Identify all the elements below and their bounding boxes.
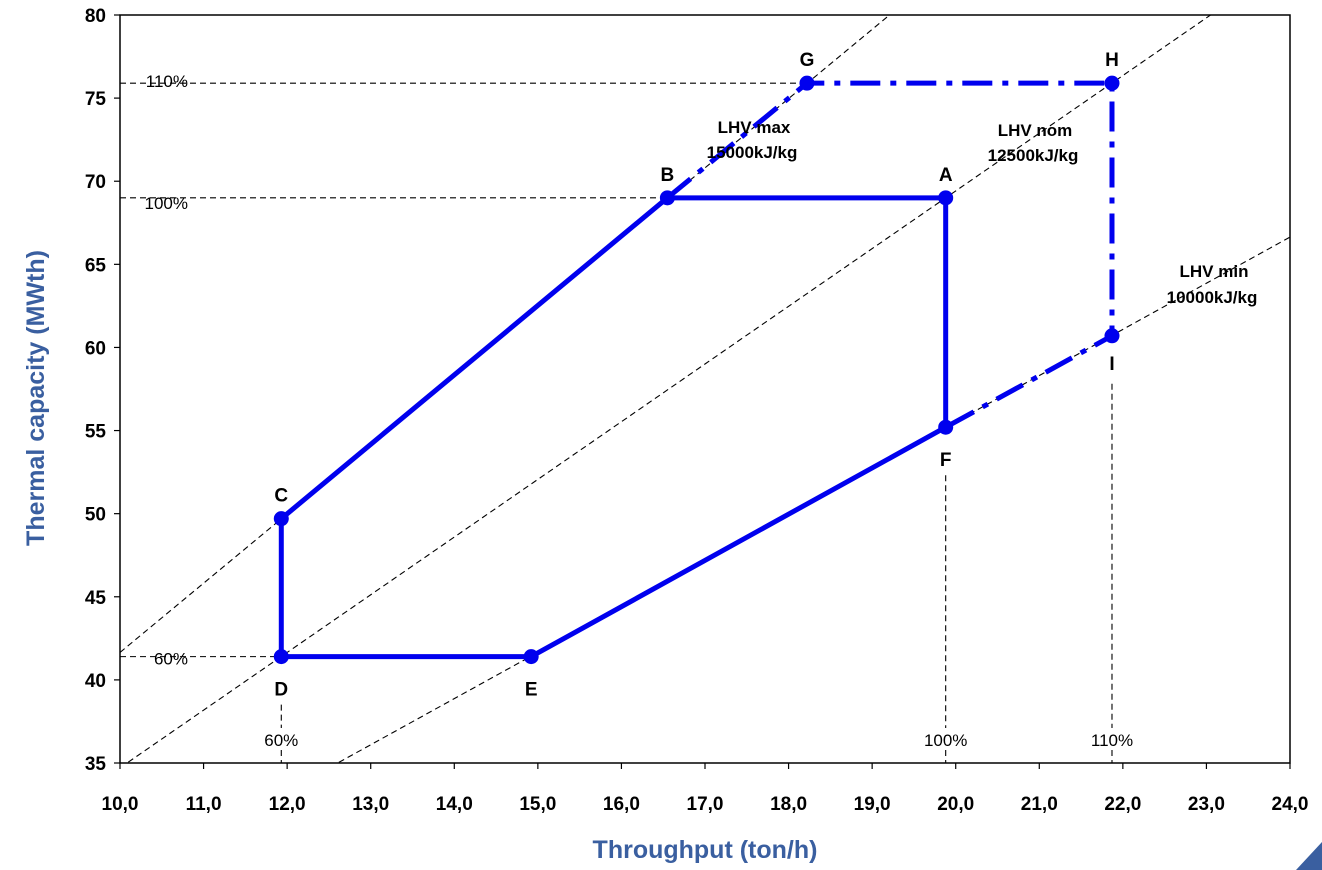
x-tick-label: 22,0 [1104, 794, 1141, 815]
y-tick-label: 70 [85, 172, 106, 193]
annotations: A B C D E F G H I LHV max 15000kJ/kg LHV nom 12500kJ… [274, 50, 1257, 700]
lhv-value-label: 12500kJ/kg [988, 146, 1079, 165]
point-markers [273, 75, 1120, 665]
y-tick-label: 35 [85, 754, 107, 775]
capacity-reference-label: 60% [154, 650, 188, 669]
x-tick-label: 14,0 [436, 794, 473, 815]
y-tick-label: 60 [85, 338, 106, 359]
lhv-line [120, 15, 891, 653]
x-tick-label: 13,0 [352, 794, 389, 815]
y-axis-title: Thermal capacity (MWth) [22, 250, 50, 546]
x-tick-label: 12,0 [269, 794, 306, 815]
x-tick-label: 19,0 [854, 794, 891, 815]
x-axis-ticks: 10,0 11,0 12,0 13,0 14,0 15,0 16,0 17,0 18,0 19,0… [102, 763, 1309, 815]
point-marker-g [799, 75, 815, 91]
capacity-reference-label: 100% [145, 194, 188, 213]
y-tick-label: 50 [85, 505, 106, 526]
point-label-e: E [525, 680, 538, 701]
point-marker-e [523, 649, 539, 665]
reference-lines: 110% 100% 60% 60% 100% 110% [120, 72, 1133, 763]
point-label-h: H [1105, 50, 1119, 71]
y-tick-label: 80 [85, 6, 106, 27]
y-tick-label: 75 [85, 89, 107, 110]
x-axis-title: Throughput (ton/h) [593, 836, 818, 864]
point-label-g: G [800, 50, 815, 71]
point-marker-f [938, 419, 954, 435]
plot-frame [119, 14, 1291, 764]
x-tick-label: 24,0 [1272, 794, 1309, 815]
point-marker-h [1104, 75, 1120, 91]
x-tick-label: 10,0 [102, 794, 139, 815]
lhv-value-label: 10000kJ/kg [1167, 288, 1258, 307]
x-tick-label: 23,0 [1188, 794, 1225, 815]
lhv-label: LHV max [718, 118, 791, 137]
point-label-b: B [661, 165, 675, 186]
lhv-label: LHV nom [998, 121, 1073, 140]
capacity-reference-label: 110% [146, 72, 188, 91]
point-marker-b [659, 190, 675, 206]
x-tick-label: 16,0 [603, 794, 640, 815]
throughput-reference-label: 60% [264, 731, 298, 750]
point-label-i: I [1109, 354, 1114, 375]
x-tick-label: 18,0 [770, 794, 807, 815]
x-tick-label: 11,0 [186, 794, 222, 815]
y-axis-ticks: 35 40 45 50 55 60 65 70 75 80 [85, 6, 120, 775]
point-marker-c [273, 511, 289, 527]
x-tick-label: 20,0 [937, 794, 974, 815]
x-tick-label: 17,0 [687, 794, 724, 815]
point-marker-a [938, 190, 954, 206]
lhv-line [126, 15, 1212, 763]
point-label-a: A [939, 165, 953, 186]
lhv-label: LHV min [1180, 262, 1249, 281]
y-tick-label: 55 [85, 422, 107, 443]
point-marker-i [1104, 328, 1120, 344]
x-tick-label: 21,0 [1021, 794, 1058, 815]
y-tick-label: 45 [85, 588, 107, 609]
point-label-d: D [274, 680, 288, 701]
lhv-value-label: 15000kJ/kg [707, 143, 798, 162]
y-tick-label: 65 [85, 255, 107, 276]
y-tick-label: 40 [85, 671, 106, 692]
point-marker-d [273, 649, 289, 665]
point-label-f: F [940, 450, 952, 471]
point-label-c: C [274, 486, 288, 507]
throughput-reference-label: 100% [924, 731, 967, 750]
extended-envelope-line [665, 80, 1115, 430]
corner-triangle-decoration [1296, 842, 1322, 870]
x-tick-label: 15,0 [519, 794, 556, 815]
throughput-reference-label: 110% [1091, 731, 1133, 750]
